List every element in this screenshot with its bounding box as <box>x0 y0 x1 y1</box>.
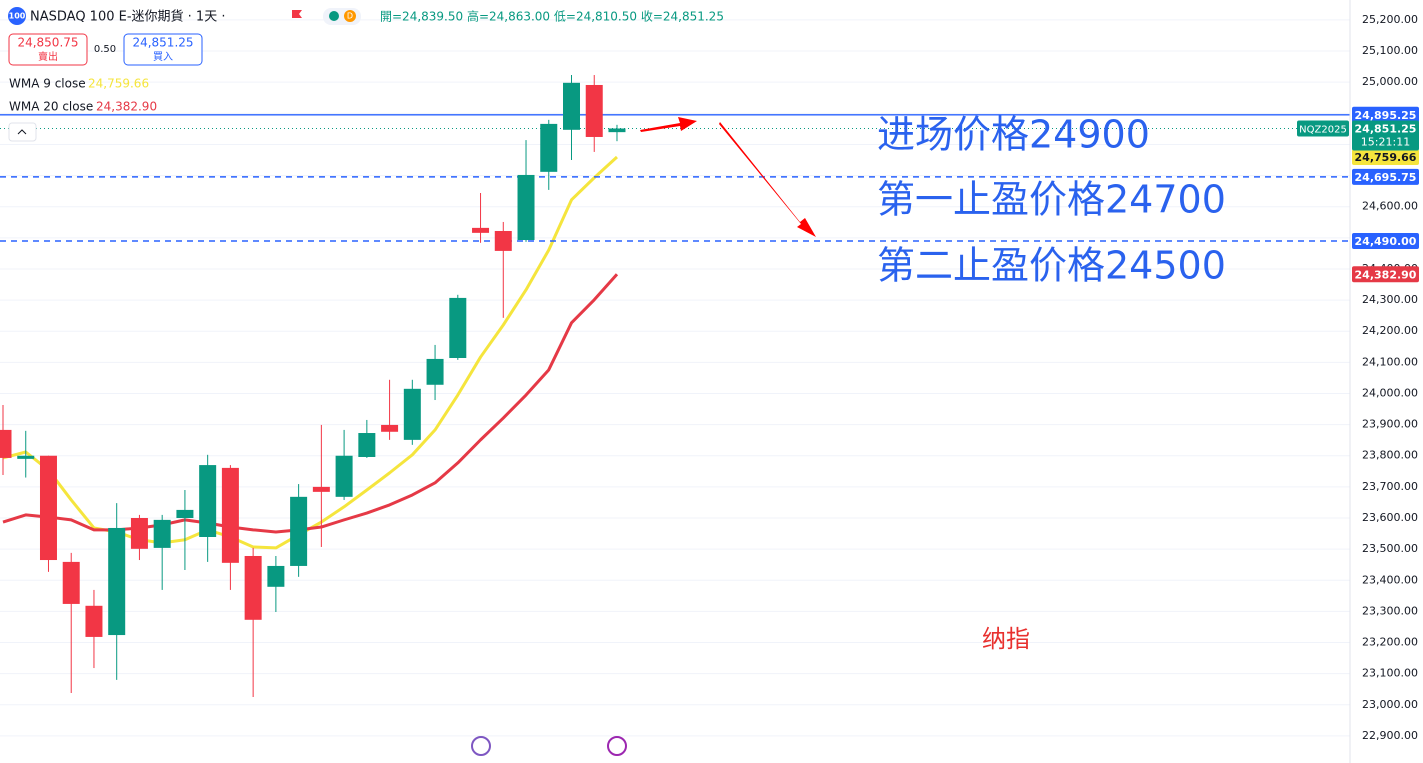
buy-label: 買入 <box>153 51 173 63</box>
candle-body <box>585 84 603 137</box>
candle-body <box>199 465 217 537</box>
y-tick-label: 23,900.00 <box>1362 418 1418 431</box>
status-dot <box>329 11 339 21</box>
y-tick-label: 24,100.00 <box>1362 355 1418 368</box>
annotation: 纳指 <box>982 625 1030 653</box>
d-circle <box>344 10 356 22</box>
candle-body <box>563 82 580 130</box>
buy-button[interactable] <box>123 33 203 66</box>
y-tick-label: 24,200.00 <box>1362 324 1418 337</box>
y-tick-label: 23,300.00 <box>1362 604 1418 617</box>
last-price: 24,851.25 <box>1355 122 1417 135</box>
y-tick-label: 24,600.00 <box>1362 200 1418 213</box>
flag-icon[interactable] <box>292 10 302 18</box>
last-price-bg <box>1352 120 1419 151</box>
wma-line <box>2 273 619 534</box>
chevron <box>17 129 27 135</box>
candle-body <box>290 496 308 566</box>
y-tick-label: 23,600.00 <box>1362 511 1418 524</box>
candle-body <box>449 297 467 358</box>
candle-body <box>221 467 239 563</box>
candle-body <box>494 230 512 251</box>
y-tick-label: 24,000.00 <box>1362 386 1418 399</box>
price-tag: 24,490.00 <box>1355 235 1417 248</box>
sell-button[interactable] <box>8 33 88 66</box>
legend-name: WMA 9 close <box>9 77 86 91</box>
y-tick-label: 25,000.00 <box>1362 75 1418 88</box>
candle-body <box>62 561 80 604</box>
price-tag: 24,895.25 <box>1355 109 1417 122</box>
symbol-icon <box>8 7 26 25</box>
series-tag: 24,382.90 <box>1355 268 1417 281</box>
candle-body <box>39 455 57 561</box>
legend-value: 24,382.90 <box>96 100 157 114</box>
spread: 0.50 <box>94 44 116 55</box>
event-icon[interactable] <box>471 736 491 756</box>
candle-body <box>108 527 126 636</box>
price-tag-bg <box>1352 106 1419 123</box>
series-tag-bg <box>1352 149 1419 166</box>
y-tick-label: 24,300.00 <box>1362 293 1418 306</box>
candle-body <box>176 509 194 519</box>
annotation: 第一止盈价格24700 <box>877 178 1226 222</box>
candle-body <box>426 358 444 385</box>
legend-value: 24,759.66 <box>88 77 149 91</box>
series-tag: 24,759.66 <box>1355 151 1417 164</box>
event-icon[interactable] <box>607 736 627 756</box>
candle-body <box>335 455 353 497</box>
sell-label: 賣出 <box>38 50 58 63</box>
candle-body <box>358 433 376 457</box>
ticker: NQZ2025 <box>1299 124 1347 135</box>
candle-body <box>244 555 262 620</box>
y-tick-label: 22,900.00 <box>1362 729 1418 742</box>
y-tick-label: 25,100.00 <box>1362 44 1418 57</box>
candle-body <box>403 388 421 440</box>
candle-body <box>153 519 171 548</box>
sell-price: 24,850.75 <box>17 36 78 50</box>
price-tag-bg <box>1352 232 1419 249</box>
symbol-badge: 100 <box>9 12 26 21</box>
candle-body <box>130 518 148 549</box>
candle-body <box>267 565 285 587</box>
arrow <box>719 122 816 237</box>
y-tick-label: 23,200.00 <box>1362 636 1418 649</box>
candle-body <box>381 424 399 432</box>
candle-body <box>17 455 35 459</box>
chart-title: NASDAQ 100 E-迷你期貨 · 1天 · <box>30 9 225 25</box>
y-tick-label: 23,500.00 <box>1362 542 1418 555</box>
y-tick-label: 23,800.00 <box>1362 449 1418 462</box>
annotation: 进场价格24900 <box>877 113 1150 157</box>
y-tick-label: 23,400.00 <box>1362 573 1418 586</box>
candle-body <box>0 429 12 458</box>
y-tick-label: 23,100.00 <box>1362 667 1418 680</box>
y-tick-label: 25,200.00 <box>1362 13 1418 26</box>
ticker-bg <box>1297 120 1349 137</box>
ohlc-text: 開=24,839.50 高=24,863.00 低=24,810.50 收=24… <box>380 9 724 24</box>
price-tag-bg <box>1352 168 1419 185</box>
annotation: 第二止盈价格24500 <box>877 244 1226 288</box>
candle-body <box>312 486 330 492</box>
y-tick-label: 23,000.00 <box>1362 698 1418 711</box>
price-tag: 24,695.75 <box>1355 171 1417 184</box>
candle-body <box>608 128 626 133</box>
candle-body <box>540 123 558 172</box>
arrow <box>640 117 697 132</box>
collapse-button[interactable] <box>8 122 37 142</box>
badge-d: D <box>347 12 353 21</box>
candle-body <box>85 605 103 637</box>
candle-body <box>472 227 490 233</box>
legend-name: WMA 20 close <box>9 100 93 114</box>
series-tag-bg <box>1352 266 1419 283</box>
y-tick-label: 23,700.00 <box>1362 480 1418 493</box>
countdown: 15:21:11 <box>1361 135 1410 148</box>
candle-body <box>517 174 535 241</box>
buy-price: 24,851.25 <box>132 36 193 50</box>
